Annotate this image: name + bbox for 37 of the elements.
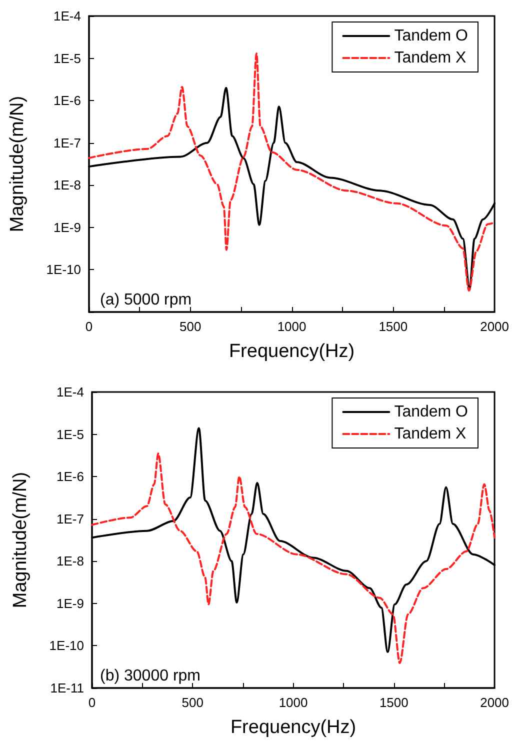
y-tick-label: 1E-8 — [56, 554, 84, 569]
y-tick-label: 1E-5 — [56, 426, 84, 442]
y-tick-label: 1E-9 — [54, 220, 81, 235]
annotation: (b) 30000 rpm — [100, 668, 200, 684]
x-tick-label: 1000 — [277, 319, 306, 334]
y-tick-label: 1E-6 — [54, 93, 81, 108]
y-tick-label: 1E-10 — [46, 262, 81, 278]
x-axis-title: Frequency(Hz) — [230, 717, 356, 738]
legend-label: Tandem X — [394, 426, 467, 442]
x-tick-label: 500 — [182, 695, 204, 710]
y-tick-label: 1E-8 — [54, 178, 81, 193]
x-tick-label: 0 — [85, 319, 93, 334]
legend-label: Tandem O — [394, 28, 468, 44]
y-axis-title: Magnitude(m/N) — [10, 472, 31, 608]
x-tick-label: 2000 — [480, 695, 509, 710]
legend-label: Tandem O — [394, 404, 468, 420]
annotation: (a) 5000 rpm — [100, 292, 192, 308]
x-axis-title: Frequency(Hz) — [228, 341, 355, 362]
y-tick-label: 1E-6 — [56, 469, 84, 484]
x-tick-label: 1500 — [379, 695, 408, 710]
line-series — [91, 452, 496, 664]
y-tick-label: 1E-11 — [50, 680, 84, 696]
x-tick-label: 500 — [180, 319, 202, 334]
y-tick-label: 1E-7 — [54, 135, 81, 150]
y-tick-label: 1E-4 — [54, 8, 81, 24]
y-axis-title: Magnitude(m/N) — [7, 96, 28, 232]
x-tick-label: 2000 — [480, 319, 509, 334]
x-tick-label: 0 — [88, 695, 96, 710]
x-tick-label: 1000 — [278, 695, 308, 710]
line-series — [88, 52, 496, 292]
legend-label: Tandem X — [394, 50, 467, 66]
x-tick-label: 1500 — [378, 319, 408, 334]
y-tick-label: 1E-9 — [56, 596, 84, 611]
y-tick-label: 1E-10 — [49, 638, 84, 654]
y-tick-label: 1E-7 — [56, 511, 84, 526]
y-tick-label: 1E-4 — [56, 384, 84, 400]
y-tick-label: 1E-5 — [54, 50, 81, 66]
